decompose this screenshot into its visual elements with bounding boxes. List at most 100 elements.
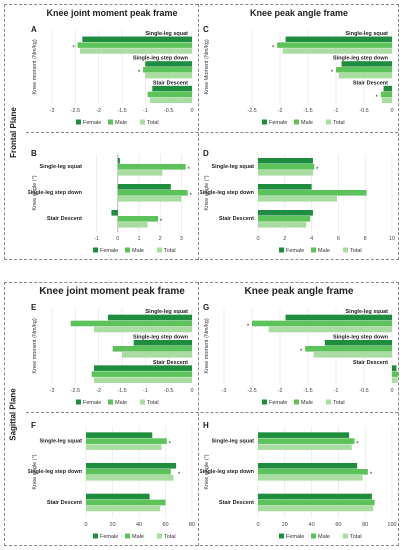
tick-label-b-0: -1 bbox=[94, 236, 99, 242]
bar-c-single-leg-squat-total bbox=[282, 48, 392, 54]
legend-label-b-female: Female bbox=[100, 248, 118, 254]
bar-h-stair-descent-female bbox=[258, 493, 372, 500]
frontal-angle-title: Knee peak angle frame bbox=[249, 8, 349, 18]
bar-d-stair-descent-total bbox=[258, 222, 307, 228]
bar-a-single-leg-step-down-male bbox=[143, 67, 192, 73]
bar-c-stair-descent-male bbox=[380, 91, 392, 98]
tick-label-b-2: 1 bbox=[137, 236, 140, 242]
significance-mark-d-0: * bbox=[316, 167, 319, 173]
legend-label-d-total: Total bbox=[350, 248, 362, 254]
bar-g-stair-descent-female bbox=[392, 365, 397, 371]
tick-label-f-2: 40 bbox=[136, 522, 142, 528]
panel-D: D Knee angle (°) 0 2 4 6 8 10 Single-leg squat * S… bbox=[200, 149, 395, 254]
tick-label-d-3: 6 bbox=[337, 236, 340, 242]
axis-label-h: Knee angle (°) bbox=[204, 454, 210, 489]
tick-label-d-5: 10 bbox=[389, 236, 395, 242]
tick-label-f-4: 80 bbox=[189, 522, 195, 528]
bar-a-single-leg-step-down-total bbox=[145, 72, 192, 79]
frontal-moment-title: Knee joint moment peak frame bbox=[46, 8, 178, 18]
significance-mark-g-1: * bbox=[300, 349, 303, 355]
tick-label-b-1: 0 bbox=[116, 236, 119, 242]
sagittal-plane-label-wrap: Sagittal Plane bbox=[4, 282, 22, 546]
bar-c-single-leg-squat-female bbox=[285, 36, 392, 42]
frontal-plane-section bbox=[4, 4, 399, 260]
tick-label-a-1: -2.5 bbox=[71, 108, 80, 114]
bar-g-single-leg-step-down-total bbox=[313, 352, 392, 358]
bar-f-single-leg-step-down-total bbox=[86, 475, 174, 481]
legend-swatch-g-female bbox=[262, 399, 267, 405]
bar-d-single-leg-step-down-total bbox=[258, 196, 338, 202]
legend-label-h-female: Female bbox=[286, 534, 304, 540]
tick-label-h-5: 100 bbox=[387, 522, 396, 528]
category-label-f-stair-descent: Stair Descent bbox=[47, 500, 82, 506]
bar-d-single-leg-squat-total bbox=[258, 170, 313, 176]
tick-label-c-4: -0.5 bbox=[359, 108, 368, 114]
significance-mark-b-1: * bbox=[190, 193, 193, 199]
panel-H: H Knee angle (°) 0 20 40 60 80 100 Single-leg sq… bbox=[200, 421, 397, 540]
bar-c-single-leg-step-down-male bbox=[336, 67, 392, 73]
tick-label-e-1: -2.5 bbox=[71, 388, 80, 394]
bar-f-single-leg-step-down-male bbox=[86, 469, 171, 475]
legend-swatch-d-female bbox=[279, 247, 284, 253]
legend-swatch-b-female bbox=[93, 247, 98, 253]
category-label-b-stair-descent: Stair Descent bbox=[47, 216, 82, 222]
legend-swatch-d-male bbox=[311, 247, 316, 253]
legend-swatch-g-male bbox=[294, 399, 299, 405]
bar-e-stair-descent-male bbox=[91, 371, 192, 377]
bar-b-stair-descent-male bbox=[117, 216, 159, 222]
tick-label-c-3: -1 bbox=[334, 108, 339, 114]
category-label-h-single-leg-step-down: Single-leg step down bbox=[200, 469, 255, 475]
legend-label-g-female: Female bbox=[269, 400, 287, 406]
axis-label-d: Knee angle (°) bbox=[204, 175, 210, 210]
panel-B: B Knee angle (°) -1 0 1 2 3 Single-leg squat * Si… bbox=[28, 149, 193, 254]
category-label-g-single-leg-squat: Single-leg squat bbox=[346, 309, 389, 315]
legend-swatch-e-total bbox=[140, 399, 145, 405]
bar-c-single-leg-step-down-female bbox=[341, 61, 392, 67]
panel-letter-e: E bbox=[31, 303, 37, 312]
bar-b-single-leg-squat-total bbox=[117, 170, 163, 176]
bar-b-single-leg-squat-male bbox=[117, 164, 186, 170]
bar-f-stair-descent-female bbox=[86, 493, 150, 500]
legend-label-a-total: Total bbox=[147, 120, 159, 126]
bar-a-stair-descent-total bbox=[150, 97, 192, 104]
legend-label-f-female: Female bbox=[100, 534, 118, 540]
bar-h-single-leg-squat-female bbox=[258, 432, 350, 438]
bar-b-single-leg-step-down-male bbox=[117, 190, 188, 196]
legend-label-b-total: Total bbox=[164, 248, 176, 254]
significance-mark-g-0: * bbox=[247, 324, 250, 330]
tick-label-h-1: 20 bbox=[282, 522, 288, 528]
legend-label-a-female: Female bbox=[83, 120, 101, 126]
significance-mark-c-1: * bbox=[331, 70, 334, 76]
bar-a-stair-descent-female bbox=[152, 85, 192, 92]
bar-b-stair-descent-total bbox=[117, 222, 148, 228]
tick-label-g-0: -3 bbox=[222, 388, 227, 394]
significance-mark-h-0: * bbox=[356, 442, 359, 448]
bar-d-single-leg-squat-female bbox=[258, 158, 313, 164]
tick-label-a-3: -1.5 bbox=[117, 108, 126, 114]
category-label-a-single-leg-squat: Single-leg squat bbox=[146, 31, 189, 37]
bar-a-single-leg-step-down-female bbox=[145, 61, 192, 67]
legend-label-h-total: Total bbox=[350, 534, 362, 540]
bar-e-single-leg-step-down-male bbox=[112, 346, 192, 352]
sagittal-plane-label: Sagittal Plane bbox=[8, 387, 18, 441]
legend-label-a-male: Male bbox=[115, 120, 127, 126]
bar-a-single-leg-squat-male bbox=[77, 42, 192, 48]
legend-swatch-f-female bbox=[93, 533, 98, 539]
tick-label-d-2: 4 bbox=[310, 236, 313, 242]
legend-label-e-male: Male bbox=[115, 400, 127, 406]
tick-label-e-4: -1 bbox=[143, 388, 148, 394]
bar-a-stair-descent-male bbox=[147, 91, 192, 98]
category-label-a-stair-descent: Stair Descent bbox=[153, 80, 188, 86]
legend-swatch-a-male bbox=[108, 119, 113, 125]
tick-label-b-4: 3 bbox=[180, 236, 183, 242]
legend-swatch-c-female bbox=[262, 119, 267, 125]
bar-g-stair-descent-male bbox=[392, 371, 398, 377]
tick-label-d-1: 2 bbox=[283, 236, 286, 242]
tick-label-d-0: 0 bbox=[256, 236, 259, 242]
legend-label-e-total: Total bbox=[147, 400, 159, 406]
category-label-g-single-leg-step-down: Single-leg step down bbox=[333, 335, 389, 341]
bar-f-single-leg-squat-total bbox=[86, 444, 162, 450]
legend-swatch-h-male bbox=[311, 533, 316, 539]
legend-label-g-total: Total bbox=[333, 400, 345, 406]
bar-d-single-leg-step-down-male bbox=[258, 190, 367, 196]
